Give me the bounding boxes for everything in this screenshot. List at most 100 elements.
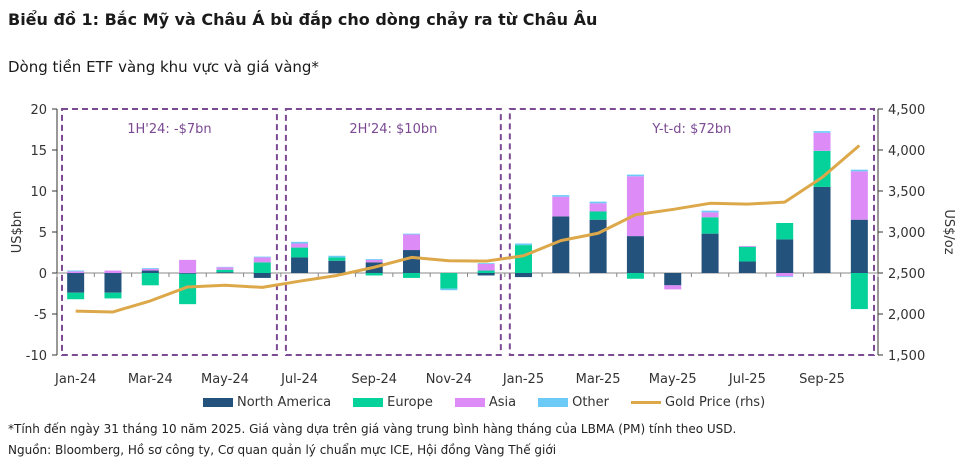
- bar-asia: [850, 171, 868, 220]
- bar-europe: [104, 292, 122, 299]
- bar-asia: [776, 273, 794, 277]
- legend-label: Asia: [488, 395, 517, 410]
- annotation-box: [61, 108, 278, 356]
- bar-north-america: [813, 186, 831, 273]
- bar-asia: [403, 234, 421, 251]
- bar-europe: [253, 262, 271, 273]
- bar-asia: [291, 243, 309, 248]
- bar-other: [514, 243, 532, 246]
- legend-swatch: [203, 398, 233, 407]
- bar-asia: [589, 203, 607, 212]
- x-tick-label: Jan-25: [502, 372, 544, 387]
- bar-other: [141, 268, 159, 269]
- bar-north-america: [589, 219, 607, 273]
- x-tick-label: Jul-25: [728, 372, 766, 387]
- x-tick-label: Sep-25: [799, 372, 845, 387]
- legend-item: Asia: [454, 395, 517, 410]
- bar-europe: [701, 217, 719, 234]
- bar-north-america: [477, 273, 495, 276]
- x-tick-label: Jan-24: [54, 372, 96, 387]
- bar-europe: [328, 257, 346, 261]
- legend-swatch: [538, 398, 569, 407]
- right-tick-label: 4,000: [888, 144, 925, 159]
- bar-europe: [179, 273, 197, 305]
- bar-europe: [589, 211, 607, 220]
- left-tick-label: 0: [39, 267, 47, 282]
- legend-label: North America: [237, 395, 332, 410]
- bar-north-america: [291, 257, 309, 273]
- legend-item: North America: [203, 395, 331, 410]
- right-tick-label: 1,500: [888, 349, 925, 364]
- bar-asia: [664, 285, 682, 290]
- bar-other: [850, 169, 868, 172]
- bar-other: [365, 259, 383, 260]
- annotation-label: Y-t-d: $72bn: [651, 122, 731, 137]
- bar-europe: [216, 269, 234, 273]
- x-tick-label: Nov-24: [426, 372, 472, 387]
- bar-asia: [365, 259, 383, 263]
- bar-other: [552, 195, 570, 197]
- right-tick-label: 2,500: [888, 267, 925, 282]
- bar-asia: [626, 176, 644, 237]
- bar-north-america: [403, 250, 421, 273]
- footnote: *Tính đến ngày 31 tháng 10 năm 2025. Giá…: [8, 422, 737, 436]
- bar-north-america: [328, 260, 346, 273]
- annotation-box: [508, 108, 875, 356]
- left-tick-label: 5: [39, 226, 47, 241]
- bar-north-america: [179, 273, 197, 274]
- right-tick-label: 3,000: [888, 226, 925, 241]
- bar-other: [813, 131, 831, 133]
- bar-north-america: [701, 233, 719, 273]
- legend: North America Europe Asia Other Gold Price (…: [203, 395, 787, 410]
- bar-other: [626, 174, 644, 177]
- bar-other: [477, 263, 495, 264]
- bar-europe: [67, 292, 85, 300]
- bar-other: [701, 210, 719, 213]
- bar-north-america: [850, 219, 868, 273]
- annotation-label: 2H'24: $10bn: [349, 122, 437, 137]
- chart-subtitle: Dòng tiền ETF vàng khu vực và giá vàng*: [8, 58, 319, 76]
- bar-other: [440, 288, 458, 291]
- bar-asia: [552, 196, 570, 217]
- legend-label: Gold Price (rhs): [665, 395, 766, 410]
- bar-north-america: [552, 216, 570, 273]
- bar-other: [253, 256, 271, 258]
- bar-europe: [440, 273, 458, 289]
- bar-asia: [104, 270, 122, 273]
- left-tick-label: 10: [30, 185, 47, 200]
- bar-north-america: [664, 273, 682, 286]
- gold-price-line: [75, 144, 861, 314]
- bar-europe: [813, 150, 831, 187]
- bar-north-america: [738, 261, 756, 273]
- legend-swatch: [454, 398, 485, 407]
- bar-north-america: [141, 270, 159, 273]
- bar-europe: [514, 245, 532, 273]
- bar-north-america: [626, 236, 644, 273]
- bar-asia: [477, 263, 495, 271]
- y-axis-title: US$bn: [10, 211, 25, 254]
- right-tick-label: 3,500: [888, 185, 925, 200]
- bar-europe: [403, 273, 421, 278]
- bar-north-america: [104, 273, 122, 293]
- left-tick-label: -5: [34, 308, 47, 323]
- bar-other: [589, 201, 607, 204]
- bar-north-america: [216, 272, 234, 273]
- x-tick-label: May-25: [649, 372, 697, 387]
- bar-europe: [776, 222, 794, 240]
- legend-label: Other: [572, 395, 610, 410]
- bar-other: [776, 276, 794, 278]
- bar-asia: [67, 271, 85, 273]
- left-tick-label: -10: [26, 349, 47, 364]
- x-tick-label: Mar-24: [128, 372, 173, 387]
- bar-other: [328, 255, 346, 258]
- bar-asia: [701, 212, 719, 218]
- right-tick-label: 2,000: [888, 308, 925, 323]
- source-note: Nguồn: Bloomberg, Hồ sơ công ty, Cơ quan…: [8, 443, 557, 457]
- left-tick-label: 20: [30, 103, 47, 118]
- x-tick-label: Mar-25: [576, 372, 621, 387]
- bar-europe: [365, 273, 383, 276]
- bar-europe: [850, 273, 868, 310]
- bar-europe: [141, 273, 159, 286]
- bar-europe: [738, 246, 756, 262]
